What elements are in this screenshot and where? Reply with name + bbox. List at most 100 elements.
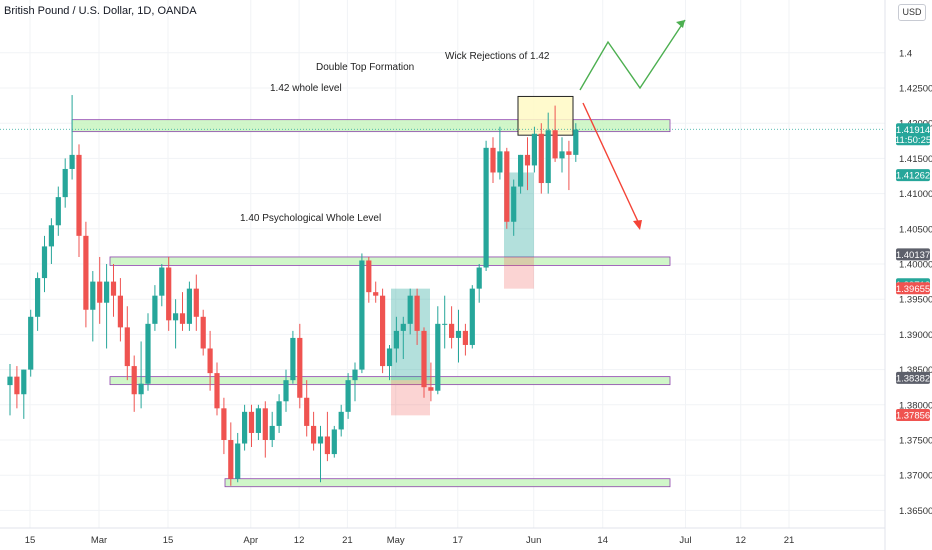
- double-top-label: Double Top Formation: [316, 62, 414, 73]
- candle-body: [186, 288, 192, 324]
- x-tick-label: 14: [597, 535, 608, 546]
- x-tick-label: 12: [294, 535, 305, 546]
- candlestick-series: [7, 95, 579, 486]
- candle-body: [69, 154, 75, 169]
- chart-title: British Pound / U.S. Dollar, 1D, OANDA: [4, 5, 197, 17]
- x-tick-label: 21: [342, 535, 353, 546]
- zone-rect: [71, 119, 671, 133]
- candle-body: [62, 168, 68, 198]
- price-tag-label: 1.40137: [896, 250, 930, 261]
- x-tick-label: 15: [25, 535, 36, 546]
- candle-body: [48, 225, 54, 247]
- candle-body: [421, 330, 427, 388]
- candle-body: [359, 260, 365, 370]
- candle-body: [455, 330, 462, 338]
- candle-body: [504, 151, 510, 222]
- y-tick-label: 1.40000: [899, 260, 932, 271]
- candle-body: [345, 380, 351, 412]
- y-tick-label: 1.42500: [899, 84, 932, 95]
- candle-body: [131, 366, 137, 395]
- candle-body: [331, 429, 337, 455]
- price-tag-label: 1.37856: [896, 410, 930, 421]
- candle-body: [545, 130, 551, 184]
- time-axis[interactable]: 15 Mar 15 Apr 12 21 May 17 Jun 14 Jul 12 21: [0, 527, 885, 546]
- candle-body: [207, 348, 213, 374]
- currency-button[interactable]: USD: [898, 4, 926, 21]
- candle-body: [469, 288, 475, 345]
- candle-body: [21, 369, 27, 395]
- candle-body: [428, 387, 434, 391]
- bullish-projection-path: [579, 19, 686, 91]
- candle-body: [255, 408, 261, 433]
- candle-body: [221, 408, 227, 440]
- price-axis[interactable]: 1.36500 1.37000 1.37500 1.38000 1.38500 1.390…: [884, 0, 932, 550]
- drawings-layer: Double Top Formation 1.42 whole level Wick…: [0, 19, 885, 230]
- y-tick-label: 1.39000: [899, 330, 932, 341]
- zone-rect: [224, 478, 671, 488]
- candle-body: [400, 323, 406, 331]
- x-tick-label: 21: [784, 535, 795, 546]
- candle-body: [511, 186, 517, 222]
- y-tick-label: 1.36500: [899, 506, 932, 517]
- candle-body: [483, 147, 489, 268]
- y-tick-label: 1.37000: [899, 471, 932, 482]
- candle-body: [214, 373, 220, 409]
- candle-body: [235, 443, 241, 479]
- candle-body: [55, 197, 61, 226]
- candle-body: [173, 313, 179, 321]
- y-tick-label: 1.38000: [899, 400, 932, 411]
- candle-body: [262, 408, 268, 440]
- candle-body: [200, 316, 206, 349]
- candle-body: [304, 397, 310, 426]
- candle-body: [159, 267, 165, 296]
- candle-body: [338, 411, 344, 430]
- candle-body: [414, 295, 420, 331]
- candle-body: [297, 337, 303, 398]
- candle-body: [462, 330, 468, 345]
- candle-body: [449, 323, 455, 338]
- candle-body: [35, 278, 41, 317]
- candle-body: [497, 151, 503, 173]
- price-tag: [896, 248, 930, 261]
- y-tick-label: 1.37500: [899, 436, 932, 447]
- support-resistance-zones: [71, 119, 671, 488]
- price-tag-label: 1.41914: [896, 125, 930, 136]
- x-tick-label: 12: [735, 535, 746, 546]
- price-tag-label: 1.39655: [896, 284, 930, 295]
- y-tick-label: 1.41500: [899, 154, 932, 165]
- candle-body: [248, 411, 255, 433]
- candle-body: [166, 267, 172, 321]
- bearish-arrow-head: [633, 220, 642, 230]
- candle-body: [242, 411, 248, 444]
- price-tag: [896, 123, 930, 146]
- candle-body: [573, 129, 579, 155]
- x-tick-label: 15: [163, 535, 174, 546]
- candle-body: [524, 154, 531, 166]
- price-tag: [896, 408, 930, 421]
- candle-body: [373, 292, 379, 296]
- bearish-projection-path: [582, 102, 641, 227]
- candle-body: [90, 281, 96, 310]
- y-tick-label: 1.40500: [899, 224, 932, 235]
- candle-body: [124, 327, 130, 367]
- candle-body: [97, 281, 103, 303]
- wick-rejections-label: Wick Rejections of 1.42: [445, 51, 550, 62]
- candle-body: [531, 133, 537, 166]
- whole-level-142-label: 1.42 whole level: [270, 83, 342, 94]
- candle-body: [518, 154, 524, 187]
- price-tag: [896, 371, 930, 384]
- candle-body: [14, 376, 20, 395]
- candle-body: [179, 313, 186, 324]
- candle-body: [393, 330, 399, 349]
- candle-body: [559, 151, 565, 159]
- candle-body: [76, 154, 82, 236]
- candle-body: [228, 440, 234, 479]
- candle-body: [28, 316, 34, 370]
- candle-body: [104, 281, 110, 303]
- candle-body: [276, 401, 282, 426]
- candle-body: [366, 260, 372, 293]
- long-position-stop: [504, 256, 534, 289]
- candle-body: [352, 369, 358, 381]
- y-tick-label: 1.41000: [899, 189, 932, 200]
